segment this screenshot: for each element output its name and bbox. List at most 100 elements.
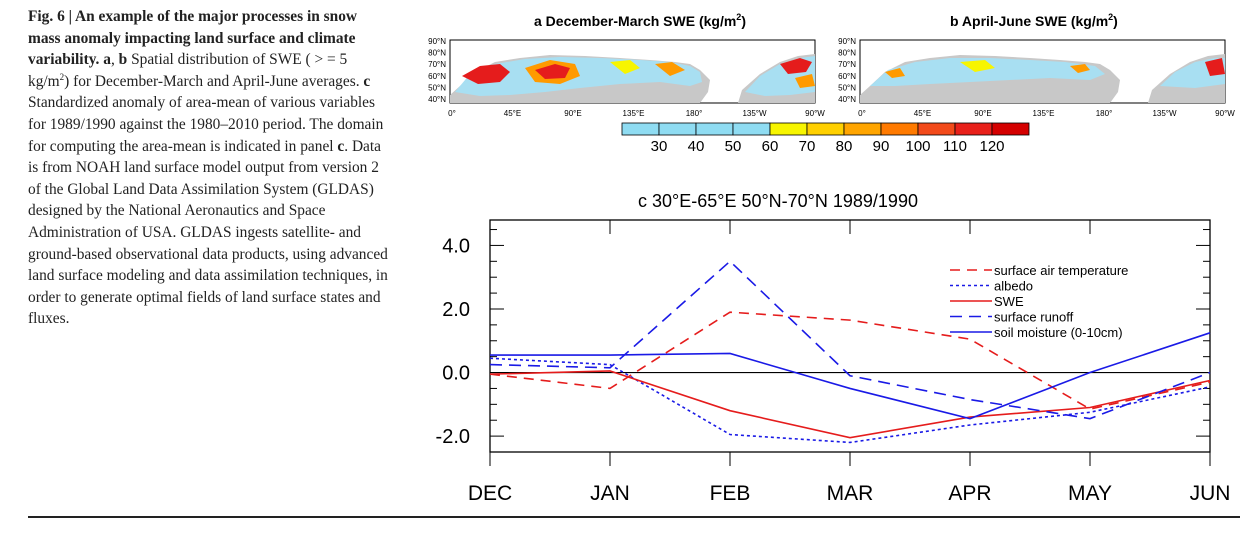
colorbar-label: 40 (688, 138, 705, 155)
y-tick-label: -2.0 (436, 426, 470, 448)
map-lon-label: 90°W (1215, 109, 1235, 118)
bottom-rule (28, 516, 1240, 518)
colorbar-cell (917, 122, 956, 136)
map-lon-label: 180° (1096, 109, 1113, 118)
colorbar-label: 60 (762, 138, 779, 155)
caption-sup: 2 (59, 71, 65, 82)
figure-caption: Fig. 6 | An example of the major process… (28, 6, 390, 330)
map-a-snow-high-2 (535, 64, 570, 79)
caption-part3: . Data is from NOAH land surface model o… (28, 137, 388, 328)
colorbar-cell (991, 122, 1030, 136)
map-lat-label: 50°N (428, 83, 446, 92)
colorbar-label: 80 (836, 138, 853, 155)
x-tick-label: MAY (1068, 482, 1112, 505)
map-b-snow-mid-1 (885, 68, 905, 78)
colorbar-cell (732, 122, 771, 136)
map-a-snow-low-1 (610, 60, 640, 74)
map-lon-label: 45°E (504, 109, 521, 118)
colorbar-cell (621, 122, 660, 136)
colorbar-cell (880, 122, 919, 136)
chart-c: 4.0 2.0 0.0 -2.0 DEC JAN FEB MAR APR MAY JUN surfac… (436, 219, 1231, 505)
legend-label: surface runoff (994, 310, 1074, 325)
map-a-snow-high-3 (780, 58, 812, 74)
map-b-title: b April-June SWE (kg/m2) (950, 12, 1118, 29)
colorbar-cell (806, 122, 845, 136)
colorbar-cell (769, 122, 808, 136)
map-lat-label: 60°N (428, 72, 446, 81)
map-b-snow-high-1 (1205, 58, 1225, 76)
map-lat-label: 40°N (838, 95, 856, 104)
y-tick-label: 4.0 (442, 235, 470, 257)
x-tick-label: DEC (468, 482, 512, 505)
y-tick-label: 2.0 (442, 299, 470, 321)
x-tick-label: FEB (710, 482, 751, 505)
map-a-snow-high-1 (462, 64, 510, 84)
map-lat-label: 70°N (838, 60, 856, 69)
series-line (489, 357, 1211, 444)
x-tick-label: JAN (590, 482, 630, 505)
x-tick-label: APR (948, 482, 991, 505)
map-lon-label: 90°E (974, 109, 991, 118)
map-lon-label: 135°E (623, 109, 645, 118)
map-lon-label: 90°W (805, 109, 825, 118)
colorbar-label: 50 (725, 138, 742, 155)
legend-label: surface air temperature (994, 263, 1128, 278)
series-line (489, 311, 1211, 410)
map-b (859, 39, 1226, 104)
colorbar-cell (695, 122, 734, 136)
map-b-snow-cover (870, 58, 1105, 86)
colorbar-label: 110 (943, 138, 967, 155)
legend-label: albedo (994, 279, 1033, 294)
chart-title: c 30°E-65°E 50°N-70°N 1989/1990 (638, 191, 918, 211)
map-lat-label: 90°N (428, 37, 446, 46)
map-lat-label: 50°N (838, 83, 856, 92)
map-lat-label: 80°N (838, 49, 856, 58)
map-lon-label: 0° (858, 109, 866, 118)
map-axis-labels: 90°N80°N70°N60°N50°N40°N0° 45°E 90°E 135°E 1… (428, 37, 1235, 118)
map-lat-label: 70°N (428, 60, 446, 69)
map-lon-label: 45°E (914, 109, 931, 118)
series-line (490, 332, 1211, 420)
map-lon-label: 0° (448, 109, 456, 118)
map-b-snow-low-1 (960, 60, 995, 72)
caption-part1-post: ) for December-March and April-June aver… (64, 72, 364, 90)
map-a-title: a December-March SWE (kg/m2) (534, 12, 746, 29)
legend-label: SWE (994, 294, 1024, 309)
caption-letter-b: b (118, 51, 128, 69)
map-lat-label: 90°N (838, 37, 856, 46)
map-lat-label: 40°N (428, 95, 446, 104)
caption-letter-c2: c (337, 137, 345, 155)
caption-part1: Spatial distribution of SWE ( > = 5 kg/m (28, 51, 348, 90)
caption-fig-label: Fig. 6 | An example of the major process… (28, 8, 358, 69)
map-a-snow-mid-3 (795, 74, 815, 88)
y-tick-label: 0.0 (442, 363, 470, 385)
map-a-snow-mid-2 (655, 62, 685, 76)
map-lon-label: 90°E (564, 109, 581, 118)
colorbar-cell (843, 122, 882, 136)
caption-part2: Standardized anomaly of area-mean of var… (28, 94, 384, 155)
colorbar: 30 40 50 60 70 80 90 100 110 120 (621, 122, 1030, 155)
map-lon-label: 135°W (742, 109, 767, 118)
caption-sep: , (110, 51, 119, 69)
caption-letter-c: c (363, 72, 371, 90)
series-line (489, 370, 1211, 439)
series-line (489, 260, 1211, 420)
caption-letter-a: a (103, 51, 111, 69)
legend-label: soil moisture (0-10cm) (994, 325, 1123, 340)
map-a (449, 39, 816, 104)
colorbar-label: 100 (905, 138, 930, 155)
colorbar-label: 70 (799, 138, 816, 155)
map-lon-label: 135°W (1152, 109, 1177, 118)
map-lat-label: 80°N (428, 49, 446, 58)
colorbar-cell (954, 122, 993, 136)
map-lon-label: 180° (686, 109, 703, 118)
x-tick-label: JUN (1190, 482, 1231, 505)
map-lon-label: 135°E (1033, 109, 1055, 118)
map-b-snow-mid-2 (1070, 64, 1090, 73)
colorbar-cell (658, 122, 697, 136)
map-lat-label: 60°N (838, 72, 856, 81)
colorbar-label: 120 (979, 138, 1004, 155)
x-tick-label: MAR (827, 482, 874, 505)
colorbar-label: 90 (873, 138, 890, 155)
